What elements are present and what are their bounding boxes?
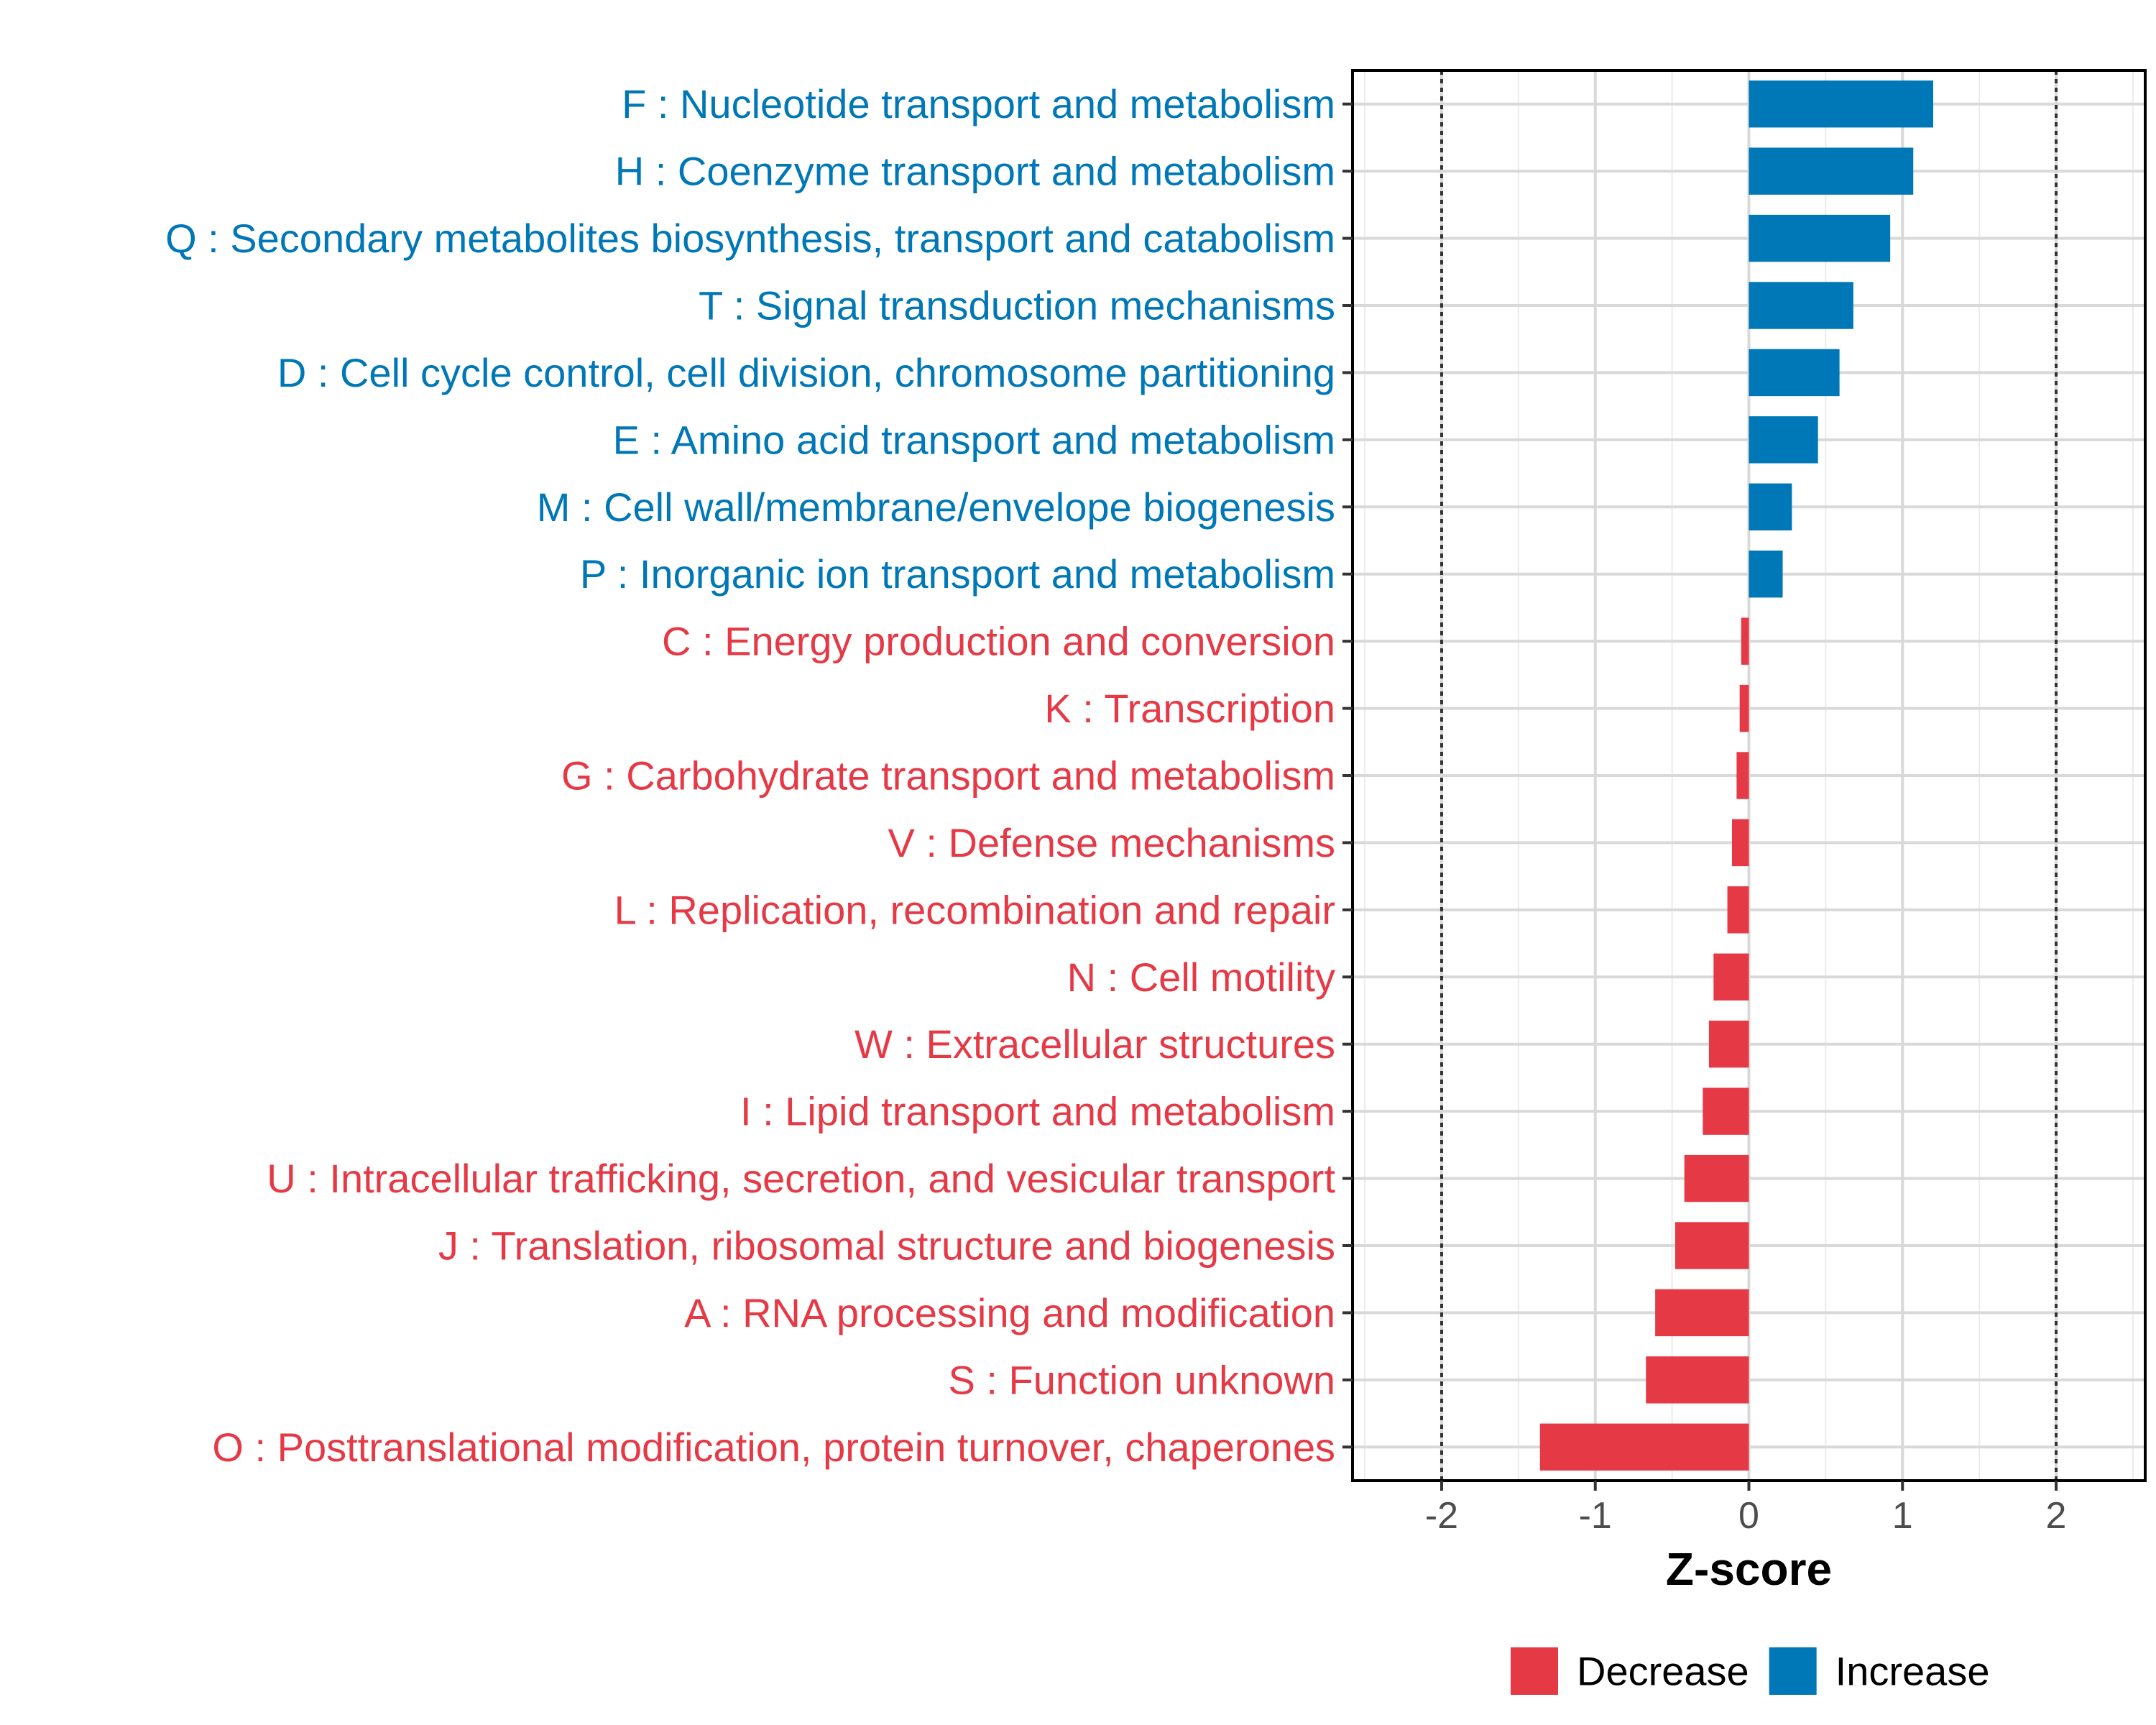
category-label: D : Cell cycle control, cell division, c… xyxy=(277,350,1335,395)
bar xyxy=(1739,684,1749,732)
bar xyxy=(1749,349,1840,397)
x-axis-title: Z-score xyxy=(1666,1543,1832,1595)
category-label: E : Amino acid transport and metabolism xyxy=(613,417,1335,462)
bar xyxy=(1749,147,1914,195)
category-label: O : Posttranslational modification, prot… xyxy=(212,1425,1335,1470)
bar xyxy=(1741,617,1749,665)
bar xyxy=(1749,483,1792,530)
category-label: C : Energy production and conversion xyxy=(662,619,1335,664)
category-label: L : Replication, recombination and repai… xyxy=(614,887,1335,932)
bar xyxy=(1539,1423,1749,1471)
legend-label: Decrease xyxy=(1577,1649,1749,1694)
category-label: P : Inorganic ion transport and metaboli… xyxy=(580,551,1335,597)
category-label: I : Lipid transport and metabolism xyxy=(740,1089,1335,1134)
bar xyxy=(1749,551,1783,598)
bar xyxy=(1655,1289,1749,1337)
bar xyxy=(1674,1222,1749,1269)
category-label: H : Coenzyme transport and metabolism xyxy=(615,149,1335,194)
bar xyxy=(1749,80,1934,128)
bar xyxy=(1646,1356,1749,1404)
legend: Decrease Increase xyxy=(1511,1647,1989,1695)
legend-key xyxy=(1769,1647,1817,1695)
x-axis-ticks: -2 -1 0 1 2 xyxy=(1425,1481,2067,1537)
category-label: A : RNA processing and modification xyxy=(684,1290,1335,1335)
x-tick-label: 2 xyxy=(2046,1495,2067,1537)
x-tick-label: 0 xyxy=(1738,1495,1759,1537)
category-label: N : Cell motility xyxy=(1067,954,1335,1000)
y-axis-ticks: F : Nucleotide transport and metabolism H… xyxy=(165,81,1353,1470)
bars xyxy=(1539,80,1934,1471)
category-label: W : Extracellular structures xyxy=(854,1021,1335,1067)
category-label: F : Nucleotide transport and metabolism xyxy=(622,81,1335,126)
category-label: J : Translation, ribosomal structure and… xyxy=(438,1223,1335,1269)
legend-key xyxy=(1511,1647,1558,1695)
legend-label: Increase xyxy=(1835,1649,1990,1694)
bar xyxy=(1749,282,1853,329)
bar xyxy=(1749,214,1891,262)
x-tick-label: 1 xyxy=(1892,1495,1913,1537)
x-tick-label: -1 xyxy=(1579,1495,1612,1537)
bar xyxy=(1703,1087,1749,1135)
category-label: Q : Secondary metabolites biosynthesis, … xyxy=(165,216,1335,261)
bar xyxy=(1749,416,1818,464)
x-tick-label: -2 xyxy=(1425,1495,1458,1537)
bar xyxy=(1736,752,1749,799)
bar xyxy=(1713,953,1749,1000)
category-label: K : Transcription xyxy=(1044,686,1335,731)
category-label: M : Cell wall/membrane/envelope biogenes… xyxy=(537,484,1335,530)
bar xyxy=(1684,1154,1749,1202)
category-label: S : Function unknown xyxy=(948,1357,1335,1402)
category-label: T : Signal transduction mechanisms xyxy=(699,283,1335,328)
bar xyxy=(1731,819,1749,867)
bar xyxy=(1727,886,1749,934)
bar xyxy=(1708,1021,1749,1068)
category-label: U : Intracellular trafficking, secretion… xyxy=(267,1156,1335,1201)
category-label: V : Defense mechanisms xyxy=(888,820,1335,865)
category-label: G : Carbohydrate transport and metabolis… xyxy=(561,753,1335,799)
